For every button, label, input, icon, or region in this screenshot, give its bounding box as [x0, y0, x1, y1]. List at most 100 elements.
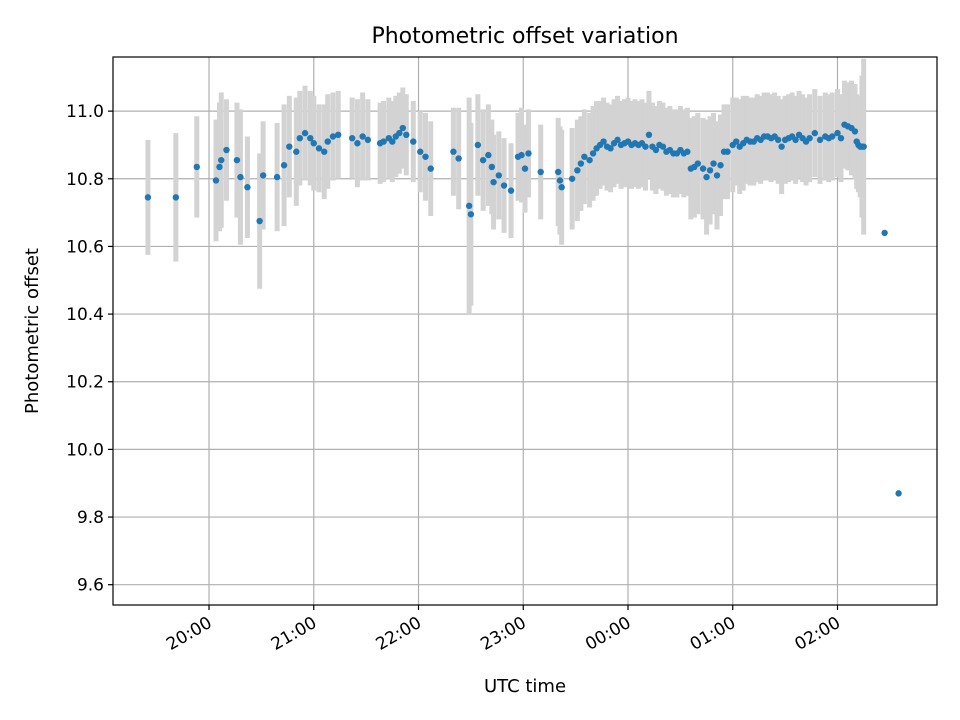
data-point	[706, 167, 714, 174]
data-point	[703, 173, 710, 181]
data-point	[256, 217, 263, 225]
y-tick-label: 11.0	[66, 102, 104, 122]
data-point	[286, 143, 293, 150]
data-point	[465, 202, 473, 210]
data-point	[380, 138, 387, 145]
data-point	[280, 162, 288, 169]
data-point	[417, 148, 424, 155]
y-tick-label: 9.8	[77, 508, 104, 528]
data-point	[556, 177, 564, 184]
data-point	[479, 156, 487, 164]
y-tick-label: 10.2	[66, 373, 104, 393]
data-point	[834, 129, 841, 137]
data-point	[521, 165, 529, 172]
data-point	[717, 162, 724, 169]
data-point	[310, 140, 317, 147]
data-point	[774, 136, 782, 144]
data-point	[296, 134, 303, 142]
data-point	[321, 148, 328, 155]
data-point	[410, 138, 417, 145]
data-point	[860, 143, 867, 150]
data-point	[144, 194, 152, 201]
data-point	[259, 172, 267, 179]
y-tick-label: 10.8	[66, 170, 104, 190]
data-point	[568, 175, 576, 182]
data-point	[816, 136, 824, 144]
data-point	[642, 143, 649, 150]
data-point	[589, 150, 597, 157]
data-point	[172, 194, 180, 201]
data-point	[710, 160, 717, 167]
data-point	[490, 178, 497, 186]
data-point	[315, 145, 323, 152]
data-point	[829, 133, 836, 140]
data-point	[811, 129, 818, 137]
y-axis-label: Photometric offset	[22, 248, 43, 414]
data-point	[652, 146, 660, 154]
data-point	[684, 148, 691, 155]
data-points	[144, 121, 902, 497]
data-point	[895, 490, 902, 497]
data-point	[488, 163, 496, 171]
data-point	[348, 134, 356, 142]
y-tick-label: 10.6	[66, 237, 104, 257]
chart-title: Photometric offset variation	[371, 24, 678, 49]
plot-frame	[112, 56, 938, 606]
data-point	[485, 151, 492, 159]
data-point	[713, 172, 721, 179]
data-point	[614, 136, 621, 144]
data-point	[724, 148, 731, 155]
data-point	[574, 167, 581, 174]
data-point	[218, 156, 225, 164]
data-point	[324, 138, 331, 145]
data-point	[273, 173, 281, 181]
data-point	[329, 133, 337, 140]
data-point	[577, 160, 585, 167]
data-point	[212, 177, 220, 184]
data-point	[216, 163, 223, 171]
data-point	[389, 138, 396, 145]
data-point	[537, 168, 544, 176]
y-axis-ticks: 9.6 9.8 10.0 10.2 10.4 10.6 10.8 11.0	[66, 102, 113, 596]
data-point	[244, 184, 251, 191]
data-point	[422, 153, 429, 160]
data-point	[645, 131, 653, 139]
y-tick-label: 10.0	[66, 440, 104, 460]
data-point	[659, 143, 667, 150]
data-point	[600, 138, 607, 145]
y-tick-label: 9.6	[77, 576, 104, 596]
data-point	[455, 155, 462, 162]
data-point	[558, 184, 565, 191]
data-point	[837, 134, 845, 142]
data-point	[450, 148, 457, 155]
data-point	[403, 131, 410, 139]
data-point	[881, 229, 888, 237]
data-point	[223, 146, 230, 154]
data-point	[500, 182, 508, 189]
data-point	[792, 136, 799, 144]
data-point	[399, 124, 406, 132]
y-tick-label: 10.4	[66, 305, 104, 325]
data-point	[293, 148, 300, 155]
data-point	[193, 163, 200, 171]
data-point	[525, 150, 532, 157]
data-point	[554, 168, 562, 176]
data-point	[518, 151, 525, 159]
data-point	[806, 134, 813, 142]
data-point	[586, 156, 593, 164]
data-point	[307, 134, 314, 142]
data-point	[335, 131, 342, 139]
data-point	[233, 156, 241, 164]
data-point	[427, 165, 434, 172]
data-point	[237, 173, 244, 181]
data-point	[359, 133, 366, 140]
data-point	[354, 140, 361, 147]
data-point	[495, 172, 503, 179]
data-point	[396, 129, 403, 137]
data-point	[364, 136, 372, 144]
data-point	[507, 187, 515, 194]
data-point	[699, 165, 707, 172]
data-point	[733, 138, 740, 145]
x-axis-label: UTC time	[484, 676, 566, 697]
